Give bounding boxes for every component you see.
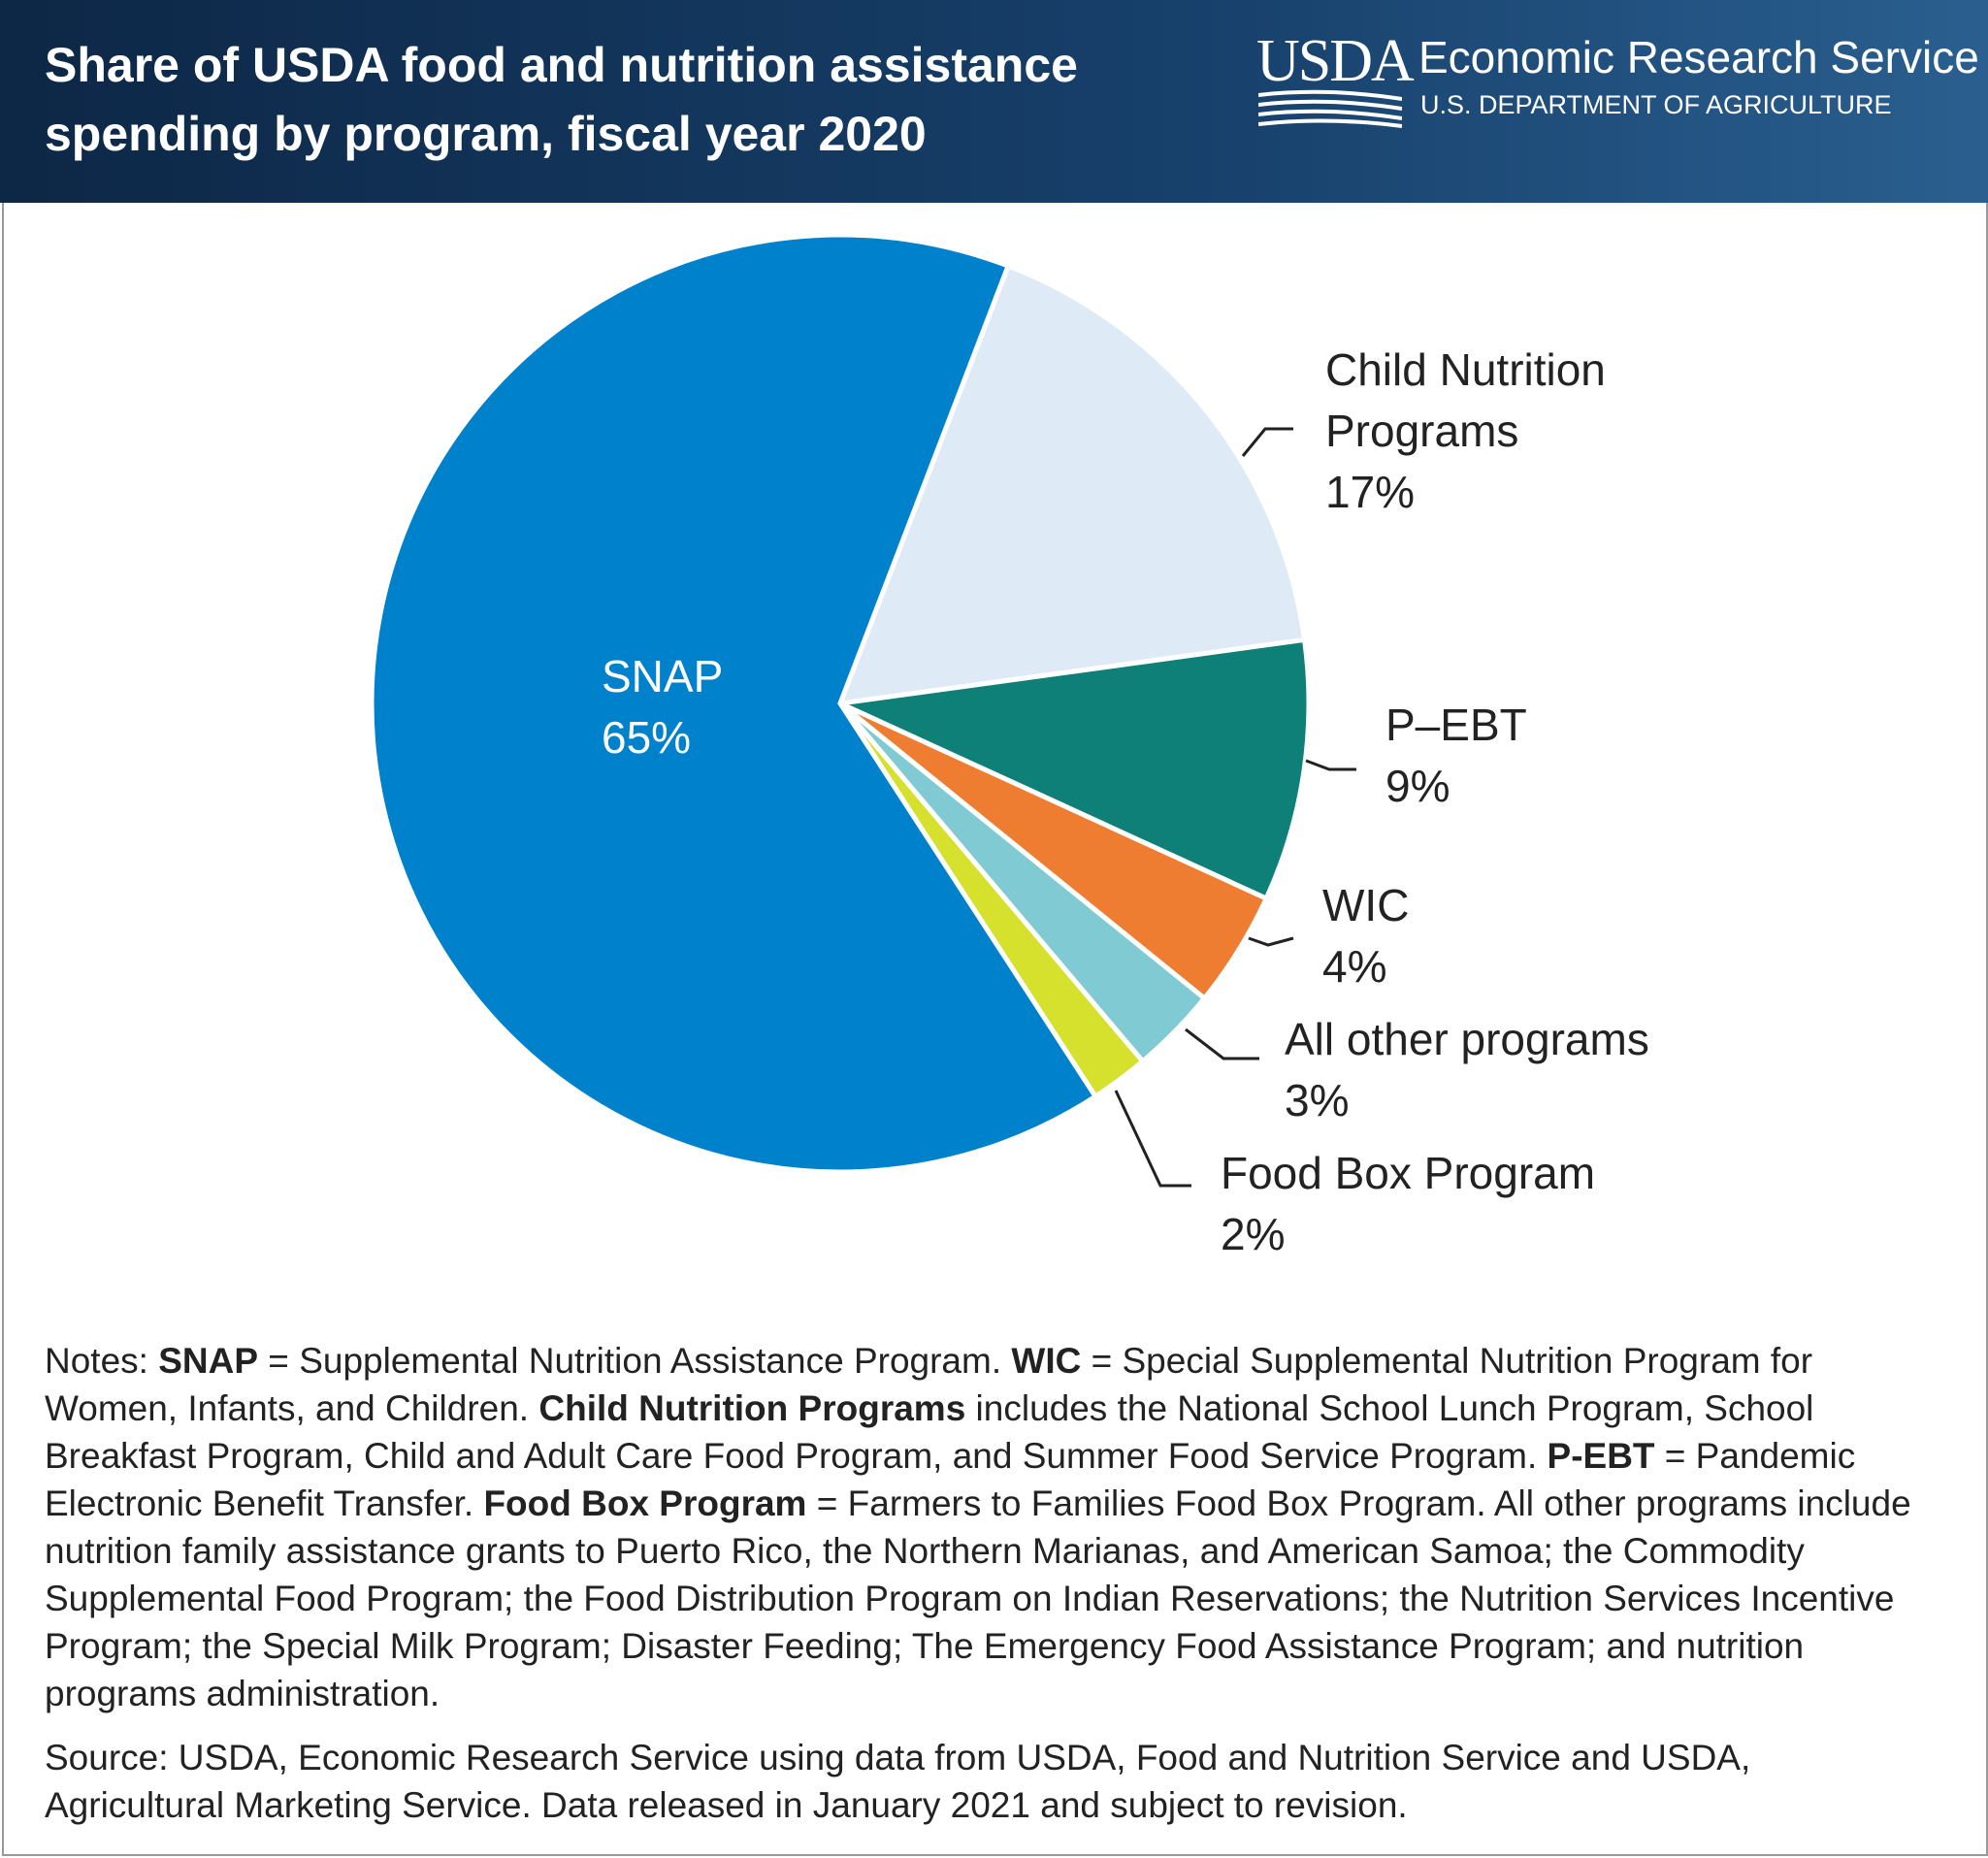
category-label: SNAP: [602, 651, 724, 701]
frame: [2, 203, 1988, 1856]
note-term: Food Box Program: [483, 1483, 807, 1523]
category-label: P–EBT: [1385, 700, 1527, 750]
category-label: WIC: [1322, 880, 1410, 930]
leader-line: [1305, 759, 1356, 771]
note-term: P-EBT: [1547, 1436, 1655, 1476]
value-label: 65%: [602, 712, 692, 763]
note-text: includes the National School Lunch Progr…: [45, 1388, 1814, 1476]
department-name: U.S. DEPARTMENT OF AGRICULTURE: [1420, 90, 1892, 119]
category-label: Child Nutrition Programs: [1325, 344, 1606, 456]
value-label: 4%: [1322, 941, 1387, 992]
pie-slice: [369, 232, 1099, 1175]
agency-name: Economic Research Service: [1418, 32, 1979, 82]
slice-label: P–EBT 9%: [1385, 695, 1774, 817]
note-text: = Supplemental Nutrition Assistance Prog…: [258, 1341, 1012, 1381]
value-label: 9%: [1385, 761, 1450, 811]
value-label: 2%: [1221, 1209, 1286, 1259]
slice-label: Child Nutrition Programs 17%: [1325, 340, 1752, 523]
header: Share of USDA food and nutrition assista…: [0, 0, 1988, 203]
category-label: All other programs: [1285, 1014, 1649, 1064]
leader-line: [1185, 1027, 1259, 1060]
pie-slice: [831, 636, 1312, 902]
category-label: Food Box Program: [1221, 1148, 1596, 1198]
slice-label: SNAP 65%: [602, 646, 796, 768]
notes: Notes: SNAP = Supplemental Nutrition Ass…: [45, 1337, 1937, 1717]
value-label: 3%: [1285, 1075, 1350, 1125]
note-text: = Special Supplemental Nutrition Program…: [45, 1341, 1813, 1428]
slice-label: All other programs 3%: [1285, 1009, 1867, 1131]
logo: USDA: [1256, 28, 1415, 94]
leader-lines: [1114, 427, 1356, 1188]
note-term: WIC: [1011, 1341, 1082, 1381]
logo-swoosh: [1258, 89, 1402, 128]
leader-line: [1248, 936, 1294, 947]
value-label: 17%: [1325, 467, 1416, 517]
source: Source: USDA, Economic Research Service …: [45, 1738, 1751, 1825]
chart-title: Share of USDA food and nutrition assista…: [45, 38, 1078, 161]
leader-line: [1241, 427, 1293, 457]
note-term: SNAP: [158, 1341, 259, 1381]
slice-label: Food Box Program 2%: [1221, 1143, 1803, 1265]
note-text: Notes:: [45, 1341, 159, 1381]
pie-slice: [836, 262, 1308, 707]
note-term: Child Nutrition Programs: [538, 1388, 966, 1428]
note-text: = Pandemic Electronic Benefit Transfer.: [45, 1436, 1856, 1523]
slice-label: WIC 4%: [1322, 875, 1711, 997]
note-text: = Farmers to Families Food Box Program. …: [45, 1483, 1911, 1713]
leader-line: [1114, 1090, 1191, 1188]
slices: [369, 232, 1312, 1175]
